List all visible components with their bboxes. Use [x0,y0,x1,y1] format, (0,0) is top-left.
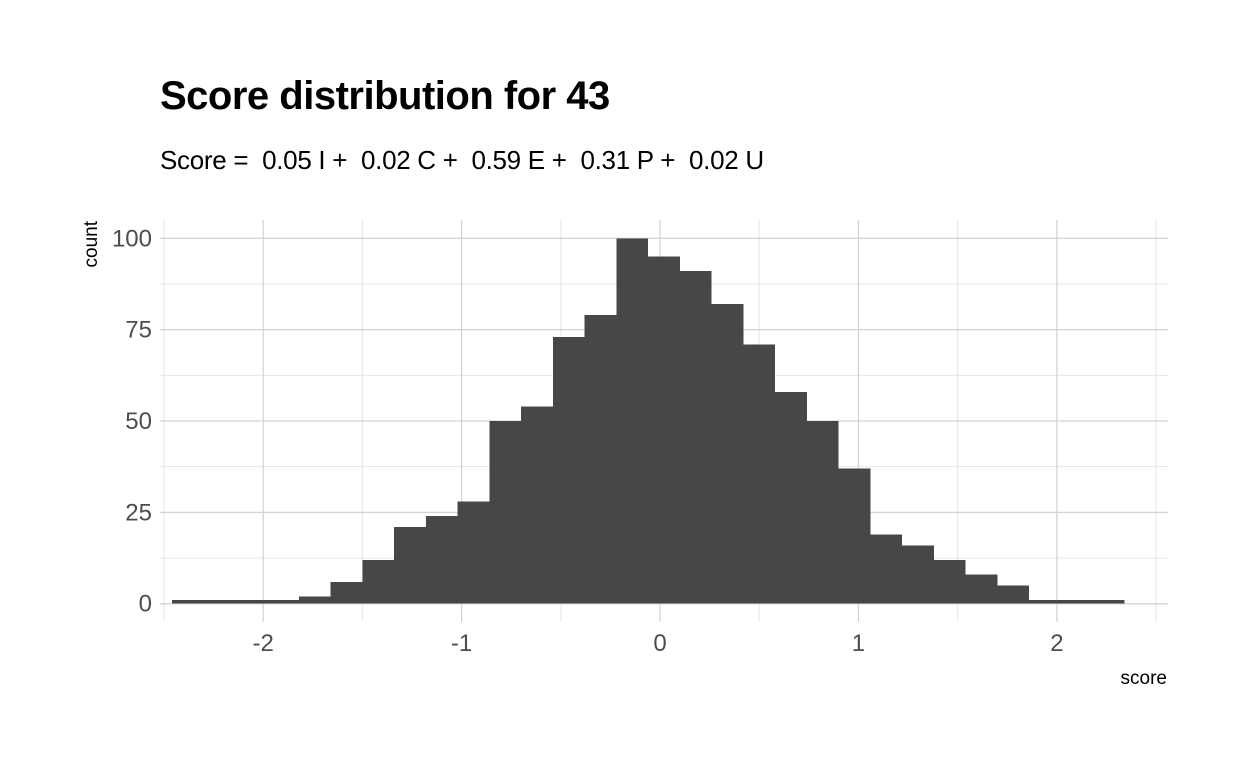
histogram-bar [425,516,458,604]
histogram-bar [267,600,299,604]
histogram-bar [806,421,839,604]
x-tick-label: -1 [451,630,472,657]
x-tick-label: 2 [1050,630,1063,657]
histogram-bar [203,600,236,604]
histogram-bar [489,421,522,604]
histogram-bar [775,391,807,604]
chart-subtitle: Score = 0.05 I + 0.02 C + 0.59 E + 0.31 … [160,145,764,175]
histogram-bar [870,534,903,604]
y-tick-label: 100 [112,225,152,252]
y-tick-label: 0 [139,591,152,618]
histogram-bar [743,344,776,604]
histogram-bar [362,559,395,604]
x-axis-title: score [1121,668,1167,689]
y-tick-label: 25 [125,499,152,526]
histogram-bar [965,574,998,604]
x-tick-label: -2 [253,630,274,657]
histogram-bar [457,501,490,604]
histogram-bar [521,406,553,604]
histogram-bar [330,581,363,604]
histogram-bar [552,336,585,604]
x-tick-label: 0 [653,630,666,657]
histogram-bars [171,238,1125,604]
histogram-bar [584,315,617,604]
chart-title: Score distribution for 43 [160,74,610,118]
histogram-bar [997,585,1030,604]
x-axis-ticks: -2 -1 0 1 2 [253,630,1064,657]
histogram-bar [171,600,204,604]
histogram-bar [933,559,966,604]
y-axis-title: count [81,220,102,267]
histogram-bar [679,271,712,604]
y-tick-label: 75 [125,317,152,344]
y-tick-label: 50 [125,408,152,435]
x-tick-label: 1 [852,630,865,657]
histogram-bar [711,304,744,604]
y-axis-ticks: 0 25 50 75 100 [112,225,152,617]
histogram-bar [298,596,331,604]
histogram-bar [616,238,649,604]
histogram-bar [648,256,680,604]
histogram-bar [394,526,426,604]
histogram-bar [235,600,268,604]
histogram-bar [838,468,871,604]
histogram-bar [902,545,934,604]
histogram-bar [1029,600,1061,604]
histogram-bar [1092,600,1125,604]
histogram-bar [1060,600,1093,604]
